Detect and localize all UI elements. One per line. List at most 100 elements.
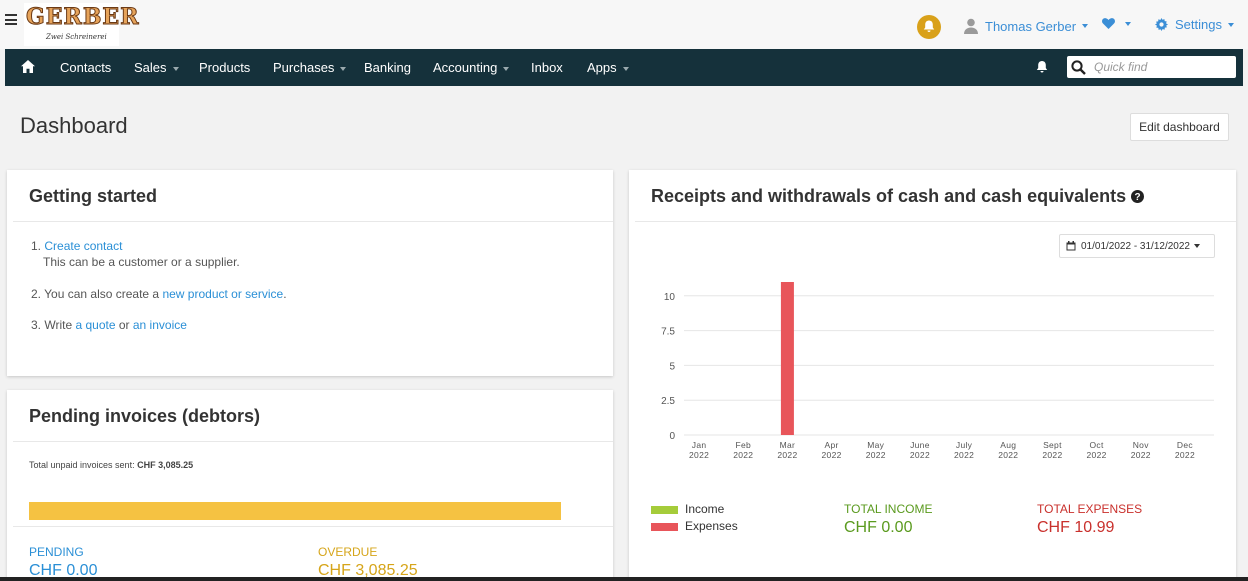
nav-item-banking[interactable]: Banking bbox=[364, 49, 411, 86]
x-tick-year: 2022 bbox=[954, 450, 974, 460]
chevron-down-icon bbox=[1227, 22, 1234, 27]
total-income-label: TOTAL INCOME bbox=[844, 502, 933, 516]
chevron-down-icon bbox=[340, 66, 347, 71]
user-name: Thomas Gerber bbox=[985, 18, 1077, 34]
bell-icon[interactable] bbox=[1036, 60, 1048, 74]
legend-swatch-expenses bbox=[651, 523, 678, 531]
create-contact-link[interactable]: Create contact bbox=[44, 239, 123, 253]
menu-icon[interactable] bbox=[5, 14, 17, 25]
legend-label-expenses: Expenses bbox=[685, 519, 738, 533]
nav-item-label: Sales bbox=[134, 60, 167, 75]
date-range-label: 01/01/2022 - 31/12/2022 bbox=[1081, 240, 1190, 252]
bell-icon bbox=[923, 20, 935, 32]
home-icon[interactable] bbox=[21, 60, 35, 73]
x-tick-month: Nov bbox=[1133, 440, 1149, 450]
quick-find-input[interactable] bbox=[1094, 60, 1224, 74]
favorites-menu[interactable] bbox=[1102, 18, 1131, 29]
help-icon[interactable]: ? bbox=[1131, 190, 1145, 203]
nav-item-accounting[interactable]: Accounting bbox=[433, 49, 510, 86]
step-text: or bbox=[118, 318, 130, 332]
card-title: Receipts and withdrawals of cash and cas… bbox=[651, 186, 1127, 206]
x-tick-year: 2022 bbox=[822, 450, 842, 460]
x-tick-year: 2022 bbox=[866, 450, 886, 460]
nav-item-apps[interactable]: Apps bbox=[587, 49, 629, 86]
chevron-down-icon bbox=[172, 66, 179, 71]
nav-item-purchases[interactable]: Purchases bbox=[273, 49, 347, 86]
x-tick-month: Feb bbox=[735, 440, 751, 450]
svg-text:?: ? bbox=[1135, 192, 1141, 203]
chevron-down-icon bbox=[622, 66, 629, 71]
x-tick-month: Dec bbox=[1177, 440, 1193, 450]
x-tick-month: May bbox=[867, 440, 884, 450]
chevron-down-icon bbox=[503, 66, 510, 71]
list-item: 2. You can also create a new product or … bbox=[31, 286, 287, 302]
user-menu[interactable]: Thomas Gerber bbox=[964, 17, 1089, 35]
overdue-fill bbox=[29, 502, 561, 520]
nav-item-label: Banking bbox=[364, 60, 411, 75]
step-text: 2. You can also create a bbox=[31, 287, 160, 301]
total-income-value: CHF 0.00 bbox=[844, 519, 913, 536]
chevron-down-icon bbox=[1193, 244, 1200, 248]
card-title: Getting started bbox=[29, 186, 158, 206]
new-product-link[interactable]: new product or service bbox=[162, 287, 284, 301]
x-tick-month: July bbox=[956, 440, 973, 450]
unpaid-progress-bar bbox=[29, 502, 561, 520]
y-tick-label: 10 bbox=[664, 292, 676, 303]
quote-link[interactable]: a quote bbox=[75, 318, 116, 332]
x-tick-month: Jan bbox=[692, 440, 707, 450]
nav-item-contacts[interactable]: Contacts bbox=[60, 49, 111, 86]
pending-value: CHF 0.00 bbox=[29, 562, 98, 579]
date-range-picker[interactable]: 01/01/2022 - 31/12/2022 bbox=[1059, 234, 1215, 258]
nav-item-products[interactable]: Products bbox=[199, 49, 250, 86]
chevron-down-icon bbox=[1125, 21, 1131, 26]
quick-find-box[interactable] bbox=[1067, 56, 1236, 78]
x-tick-month: Apr bbox=[825, 440, 839, 450]
step-text: . bbox=[283, 287, 287, 301]
settings-menu[interactable]: Settings bbox=[1155, 17, 1234, 32]
y-tick-label: 5 bbox=[669, 361, 675, 372]
main-navbar: Contacts Sales Products Purchases Bankin… bbox=[5, 49, 1243, 86]
x-tick-year: 2022 bbox=[689, 450, 709, 460]
notification-bell-button[interactable] bbox=[917, 15, 941, 39]
settings-label: Settings bbox=[1175, 17, 1222, 32]
list-item: 1. Create contact bbox=[31, 238, 122, 254]
user-icon bbox=[964, 18, 978, 34]
edit-dashboard-button[interactable]: Edit dashboard bbox=[1130, 113, 1229, 141]
nav-item-label: Contacts bbox=[60, 60, 112, 75]
bar-expenses-mar[interactable] bbox=[780, 282, 794, 435]
invoice-link[interactable]: an invoice bbox=[132, 318, 187, 332]
search-icon bbox=[1071, 59, 1086, 75]
x-tick-month: Oct bbox=[1090, 440, 1104, 450]
x-tick-year: 2022 bbox=[1131, 450, 1151, 460]
legend-swatch-income bbox=[651, 506, 678, 514]
overdue-label: OVERDUE bbox=[318, 545, 378, 559]
y-tick-label: 0 bbox=[669, 431, 675, 442]
x-tick-month: Mar bbox=[780, 440, 796, 450]
x-tick-year: 2022 bbox=[1042, 450, 1062, 460]
nav-item-sales[interactable]: Sales bbox=[134, 49, 179, 86]
x-tick-year: 2022 bbox=[998, 450, 1018, 460]
nav-item-label: Purchases bbox=[273, 60, 335, 75]
getting-started-card: Getting started 1. Create contact This c… bbox=[7, 170, 613, 376]
divider bbox=[635, 221, 1236, 222]
total-expenses-value: CHF 10.99 bbox=[1037, 519, 1115, 536]
nav-item-label: Apps bbox=[587, 60, 617, 75]
x-tick-year: 2022 bbox=[1087, 450, 1107, 460]
overdue-value: CHF 3,085.25 bbox=[318, 562, 418, 579]
step-number: 1. bbox=[31, 239, 42, 253]
cash-bar-chart: 02.557.510Jan2022Feb2022Mar2022Apr2022Ma… bbox=[661, 282, 1214, 460]
total-unpaid-label: Total unpaid invoices sent: bbox=[29, 460, 135, 470]
y-tick-label: 2.5 bbox=[661, 396, 675, 407]
nav-item-inbox[interactable]: Inbox bbox=[531, 49, 563, 86]
step-note: This can be a customer or a supplier. bbox=[43, 255, 240, 269]
cash-chart-card: Receipts and withdrawals of cash and cas… bbox=[629, 170, 1236, 581]
company-logo[interactable]: GERBER Zwei Schreinerei bbox=[24, 3, 139, 46]
x-tick-month: June bbox=[910, 440, 930, 450]
logo-tagline: Zwei Schreinerei bbox=[46, 33, 107, 41]
total-expenses-label: TOTAL EXPENSES bbox=[1037, 502, 1143, 516]
step-text: 3. Write bbox=[31, 318, 73, 332]
x-tick-month: Sept bbox=[1043, 440, 1062, 450]
x-tick-year: 2022 bbox=[777, 450, 797, 460]
top-bar: GERBER Zwei Schreinerei Thomas Gerber Se… bbox=[0, 0, 1248, 49]
nav-item-label: Accounting bbox=[433, 60, 498, 75]
